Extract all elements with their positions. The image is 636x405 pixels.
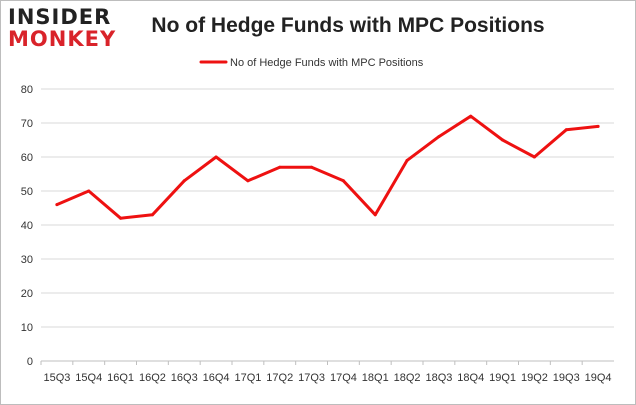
y-tick-label: 30 (21, 254, 33, 266)
data-point (596, 124, 600, 128)
data-point (564, 128, 568, 132)
data-point (87, 189, 91, 193)
x-tick-label: 19Q2 (521, 372, 548, 384)
x-tick-label: 18Q3 (425, 372, 452, 384)
logo-line-2: MONKEY (8, 27, 117, 51)
x-tick-label: 15Q3 (43, 372, 70, 384)
y-tick-label: 70 (21, 118, 33, 130)
y-tick-label: 10 (21, 322, 33, 334)
series-line (55, 114, 600, 220)
x-tick-label: 16Q2 (139, 372, 166, 384)
x-tick-label: 18Q2 (394, 372, 421, 384)
x-tick-label: 17Q4 (330, 372, 357, 384)
grid-lines (41, 88, 614, 362)
data-point (55, 203, 59, 207)
x-tick-label: 19Q1 (489, 372, 516, 384)
x-tick-label: 15Q4 (75, 372, 102, 384)
data-point (373, 213, 377, 217)
data-point (119, 216, 123, 220)
data-point (278, 165, 282, 169)
data-point (214, 155, 218, 159)
data-point (437, 135, 441, 139)
y-tick-label: 60 (21, 152, 33, 164)
x-tick-label: 19Q4 (585, 372, 612, 384)
data-point (405, 158, 409, 162)
y-axis-ticks: 0 10 20 30 40 50 60 70 80 (21, 84, 33, 368)
series-group (55, 114, 600, 220)
x-tick-label: 17Q2 (266, 372, 293, 384)
data-point (501, 138, 505, 142)
x-tick-label: 17Q1 (234, 372, 261, 384)
y-tick-label: 0 (27, 356, 33, 368)
data-point (150, 213, 154, 217)
y-tick-label: 80 (21, 84, 33, 96)
x-tick-label: 18Q4 (457, 372, 484, 384)
legend-label: No of Hedge Funds with MPC Positions (230, 57, 424, 69)
y-tick-label: 20 (21, 288, 33, 300)
y-tick-label: 40 (21, 220, 33, 232)
y-tick-label: 50 (21, 186, 33, 198)
legend: No of Hedge Funds with MPC Positions (199, 57, 424, 69)
logo-line-1: INSIDER (8, 5, 112, 29)
x-tick-label: 16Q3 (171, 372, 198, 384)
data-point (182, 179, 186, 183)
x-tick-label: 18Q1 (362, 372, 389, 384)
data-point (469, 114, 473, 118)
insider-monkey-logo: INSIDER MONKEY (8, 6, 118, 52)
data-point (341, 179, 345, 183)
chart-title: No of Hedge Funds with MPC Positions (151, 14, 545, 37)
data-point (532, 155, 536, 159)
data-point (310, 165, 314, 169)
x-tick-label: 16Q1 (107, 372, 134, 384)
x-tick-label: 17Q3 (298, 372, 325, 384)
data-point (246, 179, 250, 183)
x-axis-ticks: 15Q3 15Q4 16Q1 16Q2 16Q3 16Q4 17Q1 17Q2 17Q3 17Q4… (40, 361, 612, 384)
x-tick-label: 19Q3 (553, 372, 580, 384)
x-tick-label: 16Q4 (203, 372, 230, 384)
